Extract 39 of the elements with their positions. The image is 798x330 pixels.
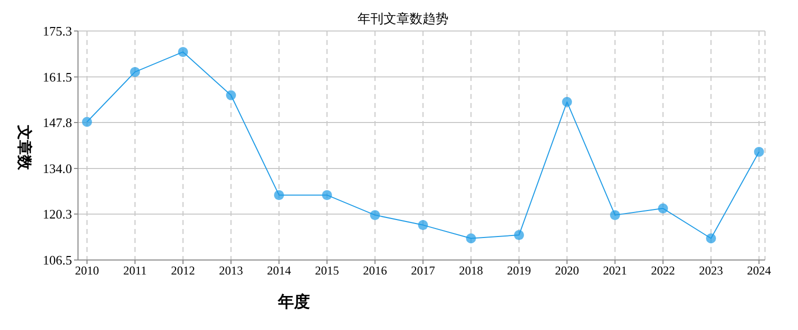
x-tick-label: 2014 [267, 264, 291, 278]
point [226, 90, 236, 100]
point [610, 210, 620, 220]
y-tick-label: 161.5 [42, 70, 72, 85]
x-tick-label: 2018 [459, 264, 483, 278]
point [178, 46, 188, 57]
x-tick-label: 2011 [123, 264, 147, 278]
x-tick-label: 2020 [555, 264, 579, 278]
chart-title: 年刊文章数趋势 [358, 11, 448, 26]
x-tick-label: 2012 [171, 264, 195, 278]
point [322, 190, 332, 200]
x-tick-label: 2022 [651, 264, 675, 278]
y-tick-label: 134.0 [42, 161, 72, 176]
point [82, 116, 92, 127]
point [514, 230, 524, 240]
point [370, 210, 380, 220]
y-tick-label: 106.5 [42, 252, 72, 268]
point [754, 146, 764, 157]
point [658, 203, 668, 214]
x-tick-label: 2019 [507, 264, 531, 278]
point [562, 96, 572, 107]
x-tick-label: 2010 [75, 264, 99, 278]
x-tick-label: 2013 [219, 264, 243, 278]
x-tick-label: 2015 [315, 264, 339, 278]
x-tick-label: 2024 [747, 264, 771, 278]
point [418, 220, 428, 230]
x-tick-label: 2021 [603, 264, 627, 278]
x-tick-label: 2023 [699, 264, 723, 278]
x-tick-label: 2016 [363, 264, 387, 278]
x-tick-label: 2017 [411, 264, 435, 278]
point [706, 233, 716, 244]
x-axis-title: 年度 [278, 292, 310, 313]
y-axis-title: 文章数 [14, 124, 34, 172]
y-tick-label: 120.3 [42, 206, 72, 222]
y-tick-label: 175.3 [42, 24, 72, 39]
point [274, 190, 284, 200]
point [130, 66, 140, 77]
point [466, 233, 476, 244]
y-tick-label: 147.8 [42, 115, 72, 130]
